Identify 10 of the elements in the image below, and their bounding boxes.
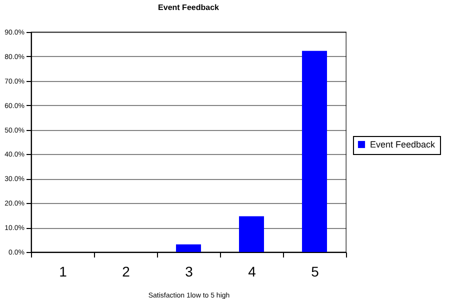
bar [176,244,201,252]
x-tick-label: 4 [248,264,256,280]
x-tick-label: 5 [311,264,320,280]
x-tick-label: 2 [122,264,130,280]
bar [239,216,264,252]
x-tick-label: 1 [59,264,68,280]
legend-label: Event Feedback [370,140,436,150]
x-tick-label: 3 [185,264,194,280]
bar [302,50,327,252]
chart-title: Event Feedback [158,3,220,12]
